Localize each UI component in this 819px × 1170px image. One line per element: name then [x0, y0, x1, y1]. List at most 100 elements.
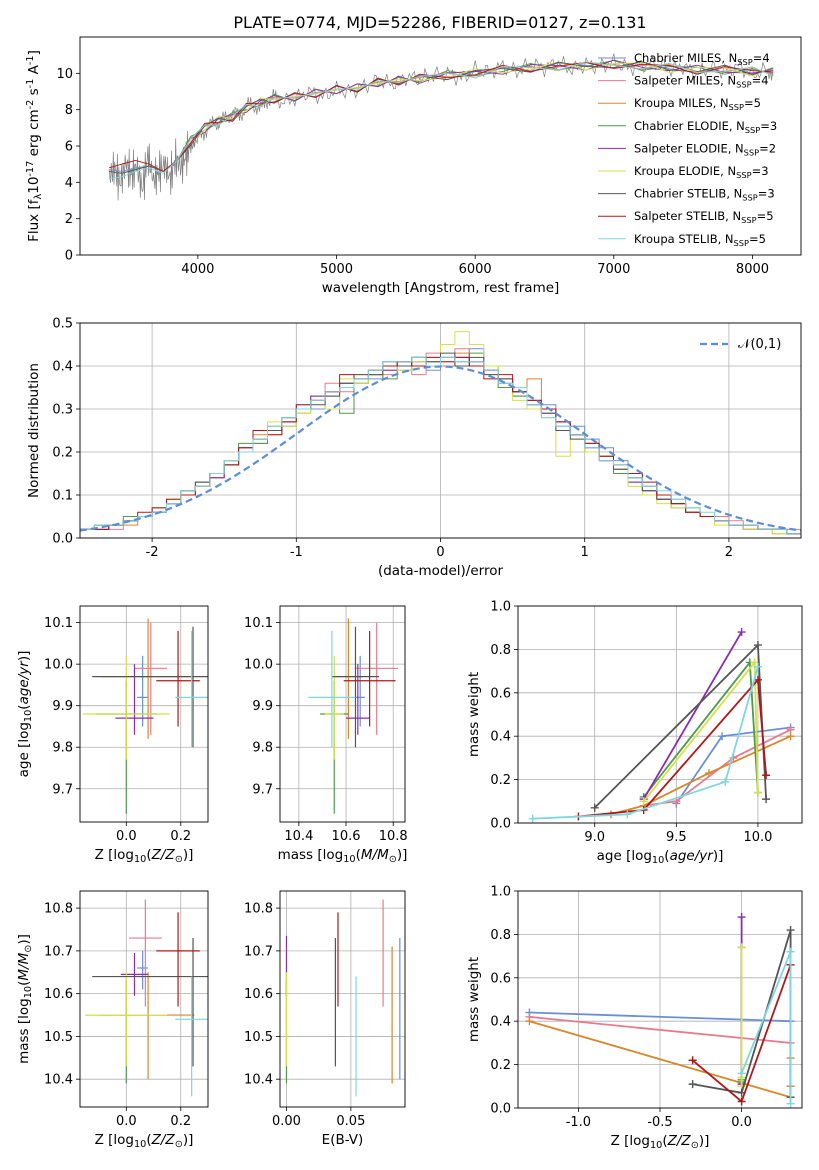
- y-tick-label: 0.0: [490, 1102, 511, 1117]
- y-axis-label: mass weight: [466, 672, 482, 757]
- y-axis-label: mass [log10(M/M⊙)]: [16, 934, 34, 1064]
- legend-entry: Chabrier STELIB, NSSP=3: [634, 187, 775, 203]
- y-tick-label: 2: [65, 212, 73, 227]
- label-part: age/yr: [16, 660, 32, 705]
- mass-weight-marker: [753, 675, 762, 684]
- x-tick-label: 4000: [181, 262, 214, 277]
- label-part: 10: [134, 854, 146, 865]
- chart-title: PLATE=0774, MJD=52286, FIBERID=0127, z=0…: [233, 13, 646, 32]
- mass-weight-marker: [786, 947, 795, 956]
- label-part: =3: [760, 119, 777, 133]
- mass-weight-line: [642, 659, 759, 802]
- label-part: )]: [16, 651, 32, 662]
- label-part: s: [26, 88, 42, 99]
- label-part: Kroupa MILES, N: [634, 96, 729, 110]
- label-part: PLATE=0774, MJD=52286, FIBERID=0127, z=0…: [233, 13, 646, 32]
- axes-frame: [517, 890, 803, 1109]
- plot-area: [82, 618, 208, 814]
- plot-area: [108, 53, 774, 201]
- z-age-axes: 0.0 0.2 9.7 9.8 9.9 10.0 10.1: [44, 605, 209, 844]
- mass-weight-marker: [762, 795, 771, 804]
- mass-weight-marker: [737, 628, 746, 637]
- label-part: SSP: [737, 57, 752, 67]
- mass-weight-marker: [762, 771, 771, 780]
- y-tick-label: 1.0: [490, 885, 511, 900]
- label-part: )]: [397, 847, 408, 863]
- label-part: Salpeter MILES, N: [634, 74, 736, 88]
- ebv-mass-axes: 0.00 0.05 10.4 10.5 10.6 10.7 10.8: [244, 890, 406, 1129]
- x-tick-label: 0: [436, 545, 444, 560]
- x-tick-label: 10.6: [332, 829, 361, 844]
- label-part: (data-model)/error: [378, 563, 504, 579]
- y-tick-label: 10.5: [244, 1030, 273, 1045]
- label-part: mass [log: [16, 998, 32, 1064]
- label-part: ⊙: [175, 1139, 183, 1150]
- y-tick-label: 1.0: [490, 600, 511, 615]
- y-tick-label: 10.7: [244, 944, 273, 959]
- y-tick-label: 4: [65, 176, 73, 191]
- label-part: =4: [753, 51, 770, 65]
- label-part: Z/Z: [667, 1133, 692, 1149]
- mass-weight-marker: [786, 1099, 795, 1108]
- axes-frame: [79, 36, 802, 256]
- legend-entry: Salpeter STELIB, NSSP=5: [634, 209, 774, 225]
- y-tick-label: 0.0: [490, 817, 511, 832]
- mass-weight-marker: [528, 814, 537, 823]
- label-part: SSP: [741, 215, 756, 225]
- x-axis-label: mass [log10(M/M⊙)]: [278, 847, 408, 865]
- label-part: wavelength [Angstrom, rest frame]: [322, 280, 560, 296]
- label-part: Z [log: [611, 1133, 650, 1149]
- x-axis-label: Z [log10(Z/Z⊙)]: [611, 1133, 710, 1151]
- plot-area: [85, 899, 208, 1097]
- label-part: ⊙: [691, 1140, 699, 1151]
- mass-weight-marker: [590, 803, 599, 812]
- label-part: E(B-V): [322, 1132, 364, 1148]
- label-part: age [log: [597, 848, 652, 864]
- normal-reference-curve: [80, 365, 801, 532]
- y-axis-label: age [log10(age/yr)]: [16, 651, 34, 778]
- label-part: mass weight: [466, 957, 482, 1042]
- label-part: SSP: [745, 125, 760, 135]
- legend-entry: Kroupa MILES, NSSP=5: [634, 96, 761, 112]
- x-tick-label: 0.2: [170, 1114, 191, 1129]
- y-tick-label: 0.1: [52, 489, 73, 504]
- label-part: Flux [f: [26, 198, 42, 242]
- x-tick-label: 10.0: [743, 830, 772, 845]
- model-spectrum-line: [109, 61, 774, 180]
- plot-area: [80, 331, 801, 535]
- y-tick-label: 10.6: [44, 987, 73, 1002]
- x-tick-label: 10.4: [284, 829, 313, 844]
- y-tick-label: 0.2: [52, 446, 73, 461]
- y-tick-label: 9.9: [52, 699, 73, 714]
- y-tick-label: 0.8: [490, 928, 511, 943]
- label-part: Z [log: [95, 1132, 134, 1148]
- x-axis-label: Z [log10(Z/Z⊙)]: [95, 1132, 194, 1150]
- y-tick-label: 0.6: [490, 971, 511, 986]
- label-part: (: [664, 848, 669, 864]
- mass-weight-line: [529, 1011, 791, 1023]
- x-tick-label: 0.05: [336, 1114, 365, 1129]
- label-part: Salpeter ELODIE, N: [634, 141, 744, 155]
- mass-weight-line: [610, 735, 791, 816]
- mass-weight-marker: [688, 1080, 697, 1089]
- mass-weight-marker: [737, 1069, 746, 1078]
- y-tick-label: 0.4: [490, 1015, 511, 1030]
- y-tick-label: 10.8: [44, 902, 73, 917]
- label-part: SSP: [736, 80, 751, 90]
- plot-area: [308, 618, 398, 814]
- x-axis-label: (data-model)/error: [378, 563, 504, 579]
- axes-frame: [517, 605, 803, 824]
- mass-weight-marker: [786, 926, 795, 935]
- legend-entry: 𝒩(0,1): [738, 337, 781, 352]
- plot-area: [528, 628, 795, 823]
- y-tick-label: 10.1: [44, 616, 73, 631]
- label-part: Z/Z: [151, 847, 176, 863]
- x-tick-label: -1: [290, 545, 303, 560]
- label-part: (: [16, 704, 32, 709]
- label-part: ⊙: [23, 945, 34, 953]
- y-axis-label: Flux [fλ10-17 erg cm-2 s-1 A-1]: [25, 50, 44, 242]
- label-part: (: [146, 847, 151, 863]
- y-tick-label: 0.3: [52, 403, 73, 418]
- label-part: SSP: [736, 170, 751, 180]
- label-part: SSP: [729, 102, 744, 112]
